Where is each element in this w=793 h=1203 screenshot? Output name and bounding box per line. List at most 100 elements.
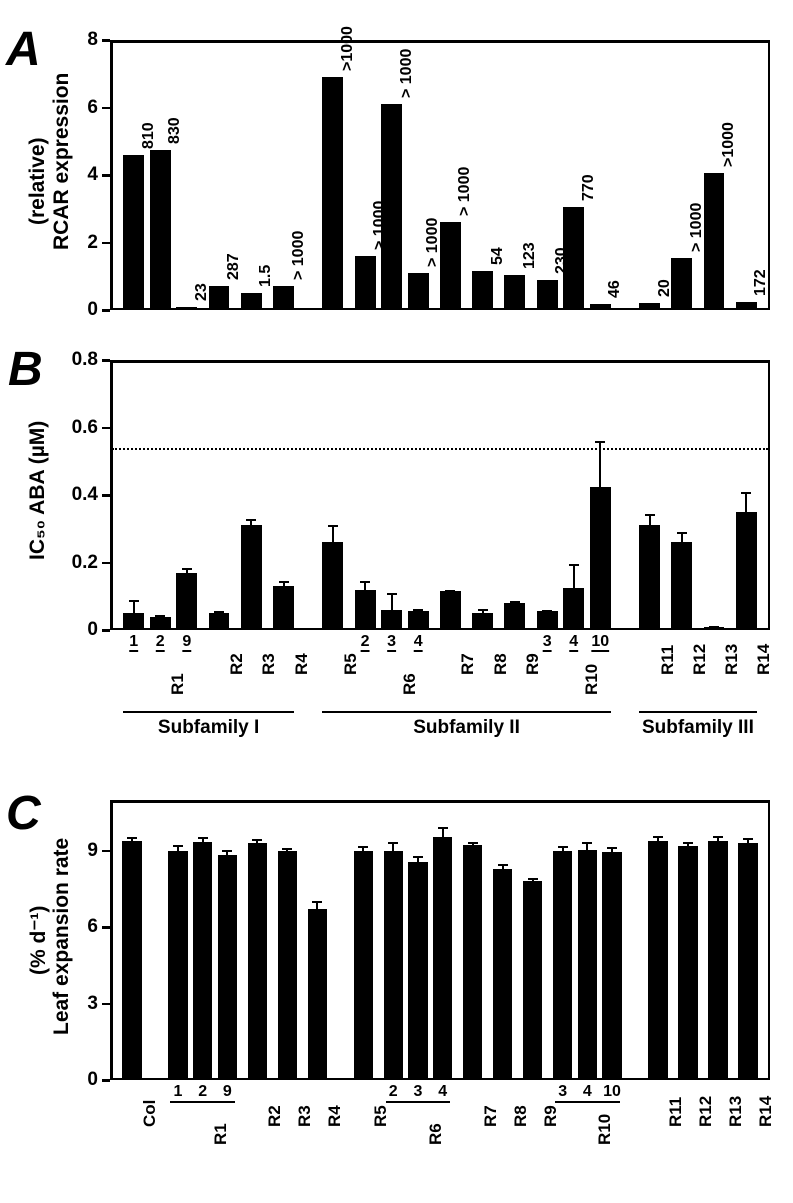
subfamily-label: Subfamily II	[322, 717, 610, 739]
error-cap-bot	[312, 917, 322, 919]
bar-annotation: > 1000	[398, 49, 416, 98]
group-label: R8	[511, 1105, 531, 1127]
error-cap-top	[713, 836, 723, 838]
y-tick	[102, 107, 110, 110]
error-cap-bot	[677, 551, 687, 553]
member-index: 10	[598, 1083, 626, 1101]
y-tick-label: 0	[50, 299, 98, 321]
error-cap-bot	[279, 590, 289, 592]
subfamily-line	[123, 711, 294, 713]
figure-page: A B C 02468RCAR expression(relative)8108…	[0, 0, 793, 1203]
panel-c-chart: 0369Leaf expansion rate(% d⁻¹)	[110, 800, 770, 1080]
error-cap-bot	[713, 845, 723, 847]
panel-b-chart: 00.20.40.60.8IC₅₀ ABA (µM)	[110, 360, 770, 630]
bar	[168, 851, 187, 1079]
bar	[278, 851, 297, 1079]
y-axis	[110, 800, 113, 1080]
bar	[678, 846, 697, 1079]
y-tick	[102, 427, 110, 430]
group-label: R5	[371, 1105, 391, 1127]
error-cap-bot	[607, 856, 617, 858]
error-bar	[586, 842, 588, 857]
x-axis-c: Col129R1R2R3R4R5234R6R7R8R93410R10R11R12…	[110, 1083, 770, 1193]
bar	[218, 855, 237, 1079]
error-cap-bot	[683, 849, 693, 851]
error-cap-bot	[127, 844, 137, 846]
y-tick	[102, 1003, 110, 1006]
error-bar	[133, 600, 135, 627]
error-cap-top	[252, 839, 262, 841]
error-cap-top	[607, 847, 617, 849]
bar	[736, 302, 757, 309]
member-index: 9	[213, 1083, 241, 1101]
y-tick	[102, 494, 110, 497]
error-cap-bot	[595, 531, 605, 533]
bar	[639, 525, 660, 629]
bar	[523, 881, 542, 1079]
member-index: 4	[406, 633, 430, 651]
bar	[308, 909, 327, 1079]
error-cap-bot	[569, 610, 579, 612]
error-cap-bot	[558, 855, 568, 857]
error-bar	[649, 514, 651, 538]
reference-line	[112, 448, 768, 450]
bar	[354, 851, 373, 1079]
group-label: R2	[265, 1105, 285, 1127]
bar	[273, 586, 294, 629]
group-label: R6	[426, 1123, 446, 1145]
y-tick-label: 0	[50, 619, 98, 641]
error-cap-top	[198, 837, 208, 839]
error-cap-bot	[528, 884, 538, 886]
error-bar	[332, 525, 334, 559]
error-cap-top	[282, 848, 292, 850]
group-label: Col	[140, 1100, 160, 1127]
bar	[578, 850, 597, 1079]
member-index: 4	[429, 1083, 457, 1101]
bar	[123, 155, 144, 309]
bar-annotation: >1000	[720, 122, 738, 167]
error-cap-top	[498, 864, 508, 866]
bar	[355, 256, 376, 309]
bar	[648, 841, 667, 1079]
subfamily-label: Subfamily I	[123, 717, 294, 739]
error-cap-top	[387, 593, 397, 595]
right-axis	[768, 360, 771, 630]
bar	[193, 842, 212, 1079]
y-tick	[102, 1079, 110, 1082]
bar	[433, 837, 452, 1079]
bar	[440, 222, 461, 309]
error-cap-top	[582, 842, 592, 844]
error-cap-bot	[542, 612, 552, 614]
member-index: 10	[588, 633, 612, 651]
error-cap-bot	[282, 852, 292, 854]
error-bar	[681, 532, 683, 552]
error-cap-bot	[653, 845, 663, 847]
bar	[472, 271, 493, 309]
bar	[209, 286, 230, 309]
group-label: R3	[295, 1105, 315, 1127]
error-cap-bot	[222, 859, 232, 861]
bar	[537, 280, 558, 309]
error-cap-top	[222, 850, 232, 852]
error-cap-top	[413, 609, 423, 611]
group-label: R12	[696, 1096, 716, 1127]
group-label: R3	[259, 653, 279, 675]
error-cap-top	[438, 827, 448, 829]
member-underline	[555, 1101, 620, 1103]
group-label: R1	[168, 673, 188, 695]
member-index: 1	[122, 633, 146, 651]
bar-annotation: 123	[521, 242, 539, 269]
panel-a-chart: 02468RCAR expression(relative)8108302328…	[110, 40, 770, 310]
bar	[176, 307, 197, 309]
error-cap-bot	[252, 846, 262, 848]
error-cap-bot	[438, 846, 448, 848]
error-cap-bot	[387, 626, 397, 628]
error-cap-bot	[413, 868, 423, 870]
bar	[241, 525, 262, 629]
bar	[273, 286, 294, 309]
error-cap-bot	[413, 613, 423, 615]
y-tick-label: 0.4	[50, 484, 98, 506]
subfamily-line	[639, 711, 757, 713]
bar	[408, 273, 429, 309]
bar-annotation: 287	[225, 254, 243, 281]
